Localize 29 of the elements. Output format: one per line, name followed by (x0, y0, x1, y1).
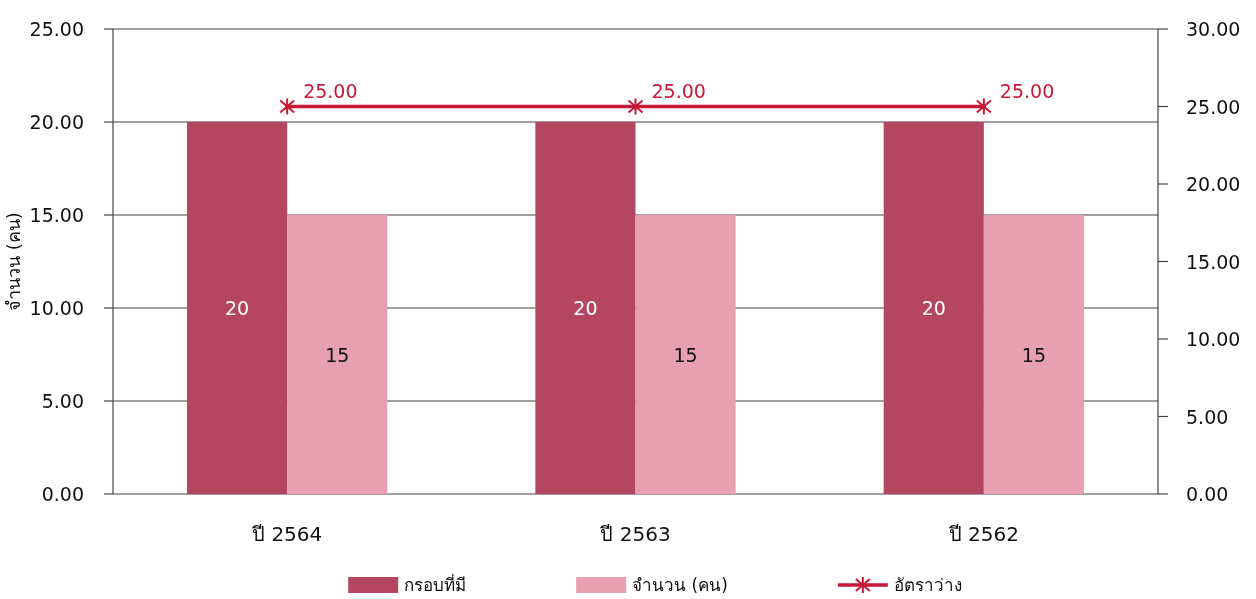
data-label: 15 (325, 343, 350, 366)
legend-label: จำนวน (คน) (632, 575, 728, 595)
x-tick-label: ปี 2563 (600, 522, 671, 546)
y-tick-label: 0.00 (41, 483, 84, 505)
y2-tick-label: 25.00 (1186, 95, 1241, 118)
data-label: 20 (225, 297, 250, 319)
y2-tick-label: 20.00 (1186, 173, 1241, 195)
data-label: 20 (921, 297, 946, 319)
y2-tick-label: 0.00 (1186, 483, 1229, 505)
y-axis-title: จำนวน (คน) (3, 212, 24, 311)
y-tick-label: 10.00 (29, 297, 84, 319)
x-tick-label: ปี 2562 (948, 522, 1019, 546)
y2-tick-label: 5.00 (1186, 405, 1229, 428)
x-tick-label: ปี 2564 (252, 522, 323, 546)
y2-tick-label: 30.00 (1186, 18, 1241, 40)
data-label: 20 (573, 297, 598, 319)
y-tick-label: 15.00 (29, 204, 84, 226)
data-label: 15 (1021, 343, 1046, 366)
data-label: 25.00 (303, 79, 358, 102)
y2-tick-label: 15.00 (1186, 250, 1241, 273)
data-label: 15 (673, 343, 698, 366)
data-label: 25.00 (999, 79, 1055, 102)
legend-label: อัตราว่าง (893, 575, 962, 595)
y2-tick-label: 10.00 (1186, 328, 1241, 350)
data-label: 25.00 (651, 79, 706, 102)
y-tick-label: 20.00 (29, 111, 84, 133)
legend-label: กรอบที่มี (404, 573, 467, 595)
y-tick-label: 5.00 (41, 390, 84, 412)
y-tick-label: 25.00 (29, 18, 84, 40)
